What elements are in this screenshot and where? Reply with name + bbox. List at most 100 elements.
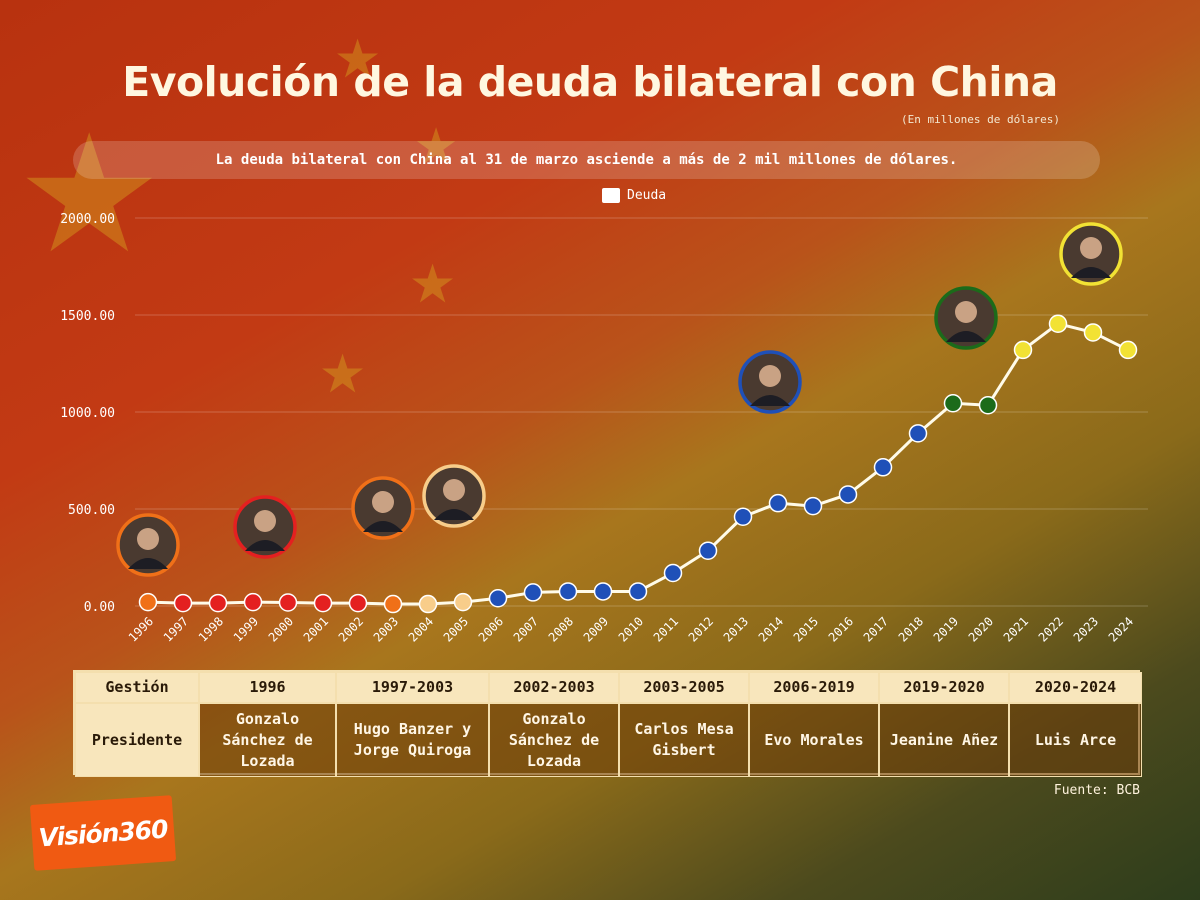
x-tick-label: 2010 <box>616 614 646 644</box>
summary-text: La deuda bilateral con China al 31 de ma… <box>215 152 958 168</box>
x-tick-label: 2002 <box>336 614 366 644</box>
star-icon: ★ <box>20 41 159 308</box>
data-point <box>908 424 928 443</box>
x-tick-label: 2018 <box>896 614 926 644</box>
table-president: Evo Morales <box>749 703 879 777</box>
data-point <box>453 592 473 612</box>
avatar-body <box>245 540 285 551</box>
table-row-label: Presidente <box>75 703 199 777</box>
avatar-face <box>254 510 276 532</box>
star-icon: ★ <box>410 233 456 321</box>
data-point <box>208 593 228 613</box>
data-point <box>943 394 963 413</box>
source-note: Fuente: BCB <box>1053 783 1140 798</box>
table-president: Gonzalo Sánchez de Lozada <box>489 703 619 777</box>
brand-logo[interactable]: Visión360 <box>29 795 177 871</box>
star-icon: ★ <box>335 8 381 96</box>
data-point <box>418 594 438 614</box>
x-tick-label: 2013 <box>721 614 751 644</box>
table-period: 2006-2019 <box>749 672 879 703</box>
data-point <box>1048 314 1068 333</box>
data-point <box>663 563 683 583</box>
table-president: Jeanine Añez <box>879 703 1009 777</box>
x-tick-label: 2014 <box>756 614 786 644</box>
data-point <box>383 594 403 614</box>
data-point <box>558 582 578 601</box>
data-point <box>733 507 753 527</box>
star-icon: ★ <box>320 323 366 411</box>
x-tick-label: 2016 <box>826 614 856 644</box>
table-period: 2003-2005 <box>619 672 749 703</box>
x-tick-label: 2022 <box>1036 614 1066 644</box>
table-header-label: Gestión <box>75 672 199 703</box>
legend[interactable]: Deuda <box>602 188 666 203</box>
data-point <box>313 593 333 613</box>
table-period: 1997-2003 <box>336 672 489 703</box>
table-period: 2020-2024 <box>1009 672 1142 703</box>
chart-title: Evolución de la deuda bilateral con Chin… <box>122 58 1058 106</box>
y-tick-label: 2000.00 <box>60 212 115 227</box>
table-president: Luis Arce <box>1009 703 1142 777</box>
x-tick-label: 1998 <box>196 614 226 644</box>
data-point <box>1083 323 1103 342</box>
x-tick-label: 2017 <box>861 614 891 644</box>
x-tick-label: 1997 <box>161 614 191 644</box>
data-point <box>523 583 543 602</box>
x-tick-label: 2001 <box>301 614 331 644</box>
y-tick-label: 500.00 <box>68 503 115 518</box>
data-point <box>278 593 298 612</box>
data-point <box>593 582 613 601</box>
x-tick-label: 2003 <box>371 614 401 644</box>
x-tick-label: 2012 <box>686 614 716 644</box>
data-point <box>873 458 893 477</box>
avatar-body <box>128 558 168 569</box>
data-point <box>488 588 508 608</box>
y-tick-label: 1000.00 <box>60 406 115 421</box>
x-tick-label: 2009 <box>581 614 611 644</box>
x-tick-label: 1999 <box>231 614 261 644</box>
data-point <box>628 582 648 601</box>
x-tick-label: 2000 <box>266 614 296 644</box>
avatar-face <box>372 491 394 513</box>
table-president: Carlos Mesa Gisbert <box>619 703 749 777</box>
table-period: 2019-2020 <box>879 672 1009 703</box>
data-point <box>348 593 368 613</box>
data-point <box>698 541 718 560</box>
y-tick-label: 1500.00 <box>60 309 115 324</box>
x-tick-label: 2006 <box>476 614 506 644</box>
star-icon: ★ <box>415 99 458 181</box>
data-point <box>1118 340 1138 360</box>
data-point <box>243 592 263 612</box>
table-president: Hugo Banzer y Jorge Quiroga <box>336 703 489 777</box>
avatar-body <box>946 331 986 342</box>
x-tick-label: 2004 <box>406 614 436 644</box>
presidents-table: Gestión 1996 1997-2003 2002-2003 2003-20… <box>73 670 1142 777</box>
avatar-face <box>1080 237 1102 259</box>
summary-banner: La deuda bilateral con China al 31 de ma… <box>73 141 1100 179</box>
legend-swatch <box>602 188 620 203</box>
data-point <box>978 395 998 415</box>
data-point <box>768 493 788 513</box>
y-tick-label: 0.00 <box>84 600 115 615</box>
series-line <box>147 322 1129 606</box>
x-tick-label: 2019 <box>931 614 961 644</box>
x-tick-label: 2005 <box>441 614 471 644</box>
avatar-body <box>434 509 474 520</box>
avatar-body <box>363 521 403 532</box>
x-tick-label: 1996 <box>126 614 156 644</box>
avatar-body <box>1071 267 1111 278</box>
avatar-body <box>750 395 790 406</box>
data-point <box>803 496 823 516</box>
x-tick-label: 2015 <box>791 614 821 644</box>
avatar-face <box>443 479 465 501</box>
x-tick-label: 2023 <box>1071 614 1101 644</box>
avatar-face <box>759 365 781 387</box>
data-point <box>1013 340 1033 360</box>
data-point <box>138 592 158 612</box>
data-point <box>838 485 858 504</box>
table-president: Gonzalo Sánchez de Lozada <box>199 703 336 777</box>
x-tick-label: 2024 <box>1106 614 1136 644</box>
avatar-face <box>137 528 159 550</box>
